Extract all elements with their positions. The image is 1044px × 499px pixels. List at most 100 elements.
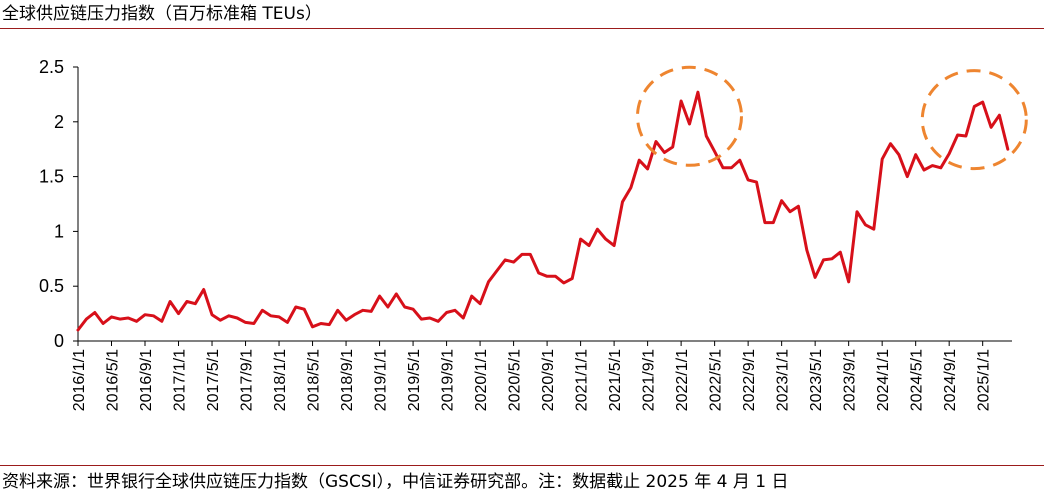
data-point: [529, 253, 531, 255]
x-tick-label: 2024/9/1: [942, 349, 959, 411]
annotation-layer: [636, 65, 1028, 171]
x-tick-label: 2022/9/1: [741, 349, 758, 411]
y-tick-label: 2.5: [39, 57, 64, 77]
data-point: [982, 101, 984, 103]
data-point: [77, 329, 79, 331]
y-tick-label: 0: [54, 331, 64, 351]
data-point: [311, 326, 313, 328]
data-point: [152, 315, 154, 317]
x-tick-label: 2025/1/1: [976, 349, 993, 411]
data-point: [479, 303, 481, 305]
data-point: [973, 105, 975, 107]
data-point: [998, 114, 1000, 116]
data-point: [563, 282, 565, 284]
x-tick-label: 2017/1/1: [172, 349, 189, 411]
data-point: [270, 315, 272, 317]
data-point: [378, 295, 380, 297]
data-point: [487, 281, 489, 283]
data-point: [538, 272, 540, 274]
data-point: [780, 200, 782, 202]
data-point: [613, 244, 615, 246]
data-point: [646, 168, 648, 170]
y-tick-label: 0.5: [39, 276, 64, 296]
highlight-circle: [920, 69, 1028, 171]
data-point: [730, 167, 732, 169]
x-tick-label: 2023/9/1: [842, 349, 859, 411]
data-point: [722, 167, 724, 169]
data-point: [990, 126, 992, 128]
line-chart: 00.511.522.5 2016/1/1 2016/5/1 2016/9/1 201…: [39, 57, 1028, 411]
plot-area: [76, 90, 1010, 332]
data-point: [873, 228, 875, 230]
data-point: [915, 154, 917, 156]
data-point: [848, 281, 850, 283]
data-point: [286, 321, 288, 323]
data-point: [881, 158, 883, 160]
data-point: [219, 319, 221, 321]
data-point: [127, 317, 129, 319]
x-tick-label: 2023/1/1: [775, 349, 792, 411]
data-point: [395, 293, 397, 295]
x-tick-label: 2022/1/1: [674, 349, 691, 411]
x-tick-label: 2018/5/1: [306, 349, 323, 411]
data-point: [228, 315, 230, 317]
x-tick-label: 2019/5/1: [406, 349, 423, 411]
data-point: [496, 270, 498, 272]
data-point: [898, 154, 900, 156]
data-point: [454, 309, 456, 311]
data-point: [822, 259, 824, 261]
data-point: [278, 316, 280, 318]
data-point: [546, 275, 548, 277]
data-point: [404, 306, 406, 308]
data-point: [588, 244, 590, 246]
data-point: [889, 143, 891, 145]
data-point: [110, 316, 112, 318]
y-tick-label: 1: [54, 221, 64, 241]
x-tick-label: 2018/9/1: [339, 349, 356, 411]
data-point: [940, 167, 942, 169]
data-point: [923, 169, 925, 171]
data-point: [789, 211, 791, 213]
x-tick-label: 2020/9/1: [540, 349, 557, 411]
data-point: [253, 322, 255, 324]
data-point: [387, 306, 389, 308]
y-axis: 0 0.5 1 1.5 2 2.5: [39, 57, 79, 351]
data-point: [353, 314, 355, 316]
data-point: [194, 303, 196, 305]
data-point: [755, 181, 757, 183]
x-tick-label: 2021/1/1: [574, 349, 591, 411]
data-point: [965, 135, 967, 137]
data-point: [864, 224, 866, 226]
data-point: [596, 228, 598, 230]
data-point: [764, 221, 766, 223]
data-point: [655, 140, 657, 142]
data-point: [320, 322, 322, 324]
data-point: [906, 175, 908, 177]
data-point: [211, 314, 213, 316]
data-point: [420, 318, 422, 320]
x-tick-label: 2021/5/1: [607, 349, 624, 411]
data-point: [437, 320, 439, 322]
data-point: [244, 321, 246, 323]
data-point: [638, 159, 640, 161]
x-tick-label: 2018/1/1: [272, 349, 289, 411]
data-point: [554, 275, 556, 277]
data-point: [512, 261, 514, 263]
data-point: [177, 312, 179, 314]
data-point: [236, 317, 238, 319]
x-tick-label: 2016/9/1: [138, 349, 155, 411]
data-point: [144, 314, 146, 316]
data-point: [814, 276, 816, 278]
data-point: [839, 251, 841, 253]
chart-title: 全球供应链压力指数（百万标准箱 TEUs）: [2, 4, 322, 24]
data-point: [261, 309, 263, 311]
data-point: [295, 306, 297, 308]
data-point: [370, 310, 372, 312]
data-point: [705, 135, 707, 137]
data-point: [203, 288, 205, 290]
x-tick-label: 2016/5/1: [105, 349, 122, 411]
data-point: [831, 258, 833, 260]
data-point: [605, 238, 607, 240]
highlight-circle: [636, 65, 743, 167]
x-tick-label: 2020/1/1: [473, 349, 490, 411]
